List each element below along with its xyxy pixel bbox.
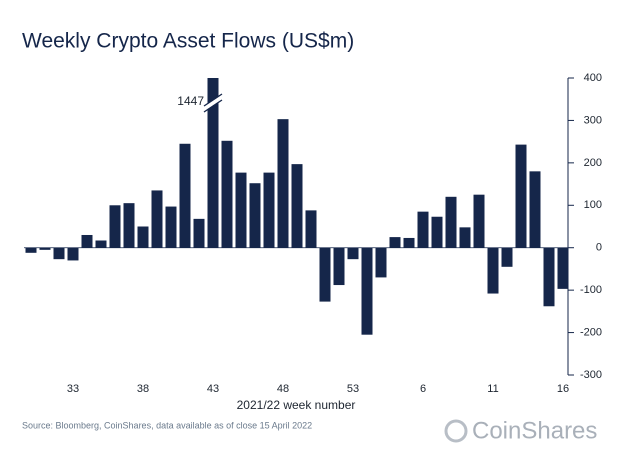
bar xyxy=(305,210,317,248)
bar xyxy=(361,247,373,335)
bar xyxy=(53,247,65,260)
bar xyxy=(151,190,163,248)
bar xyxy=(291,164,303,248)
bar xyxy=(431,216,443,248)
y-tick-label: 300 xyxy=(584,114,602,126)
bar xyxy=(403,237,415,248)
x-tick-label: 11 xyxy=(487,383,498,395)
x-tick-label: 6 xyxy=(420,383,426,395)
bar xyxy=(81,234,93,248)
bar xyxy=(501,247,513,267)
bar xyxy=(249,183,261,248)
bar xyxy=(137,226,149,248)
axis-break xyxy=(203,99,223,113)
bar xyxy=(193,218,205,248)
logo-icon xyxy=(444,419,468,443)
bar xyxy=(333,247,345,286)
bar xyxy=(235,172,247,248)
bar xyxy=(515,144,527,248)
bar xyxy=(389,237,401,248)
y-tick-label: -100 xyxy=(580,284,602,296)
bar xyxy=(39,247,51,250)
logo: CoinShares xyxy=(444,417,597,444)
logo-text: CoinShares xyxy=(472,417,597,444)
bar xyxy=(445,196,457,248)
axis-break xyxy=(202,95,224,111)
x-tick-label: 43 xyxy=(207,383,219,395)
chart-title: Weekly Crypto Asset Flows (US$m) xyxy=(22,30,354,53)
bar xyxy=(109,205,121,248)
bar xyxy=(529,171,541,248)
y-tick-label: 0 xyxy=(596,242,602,254)
y-tick-label: 400 xyxy=(584,72,602,84)
source-note: Source: Bloomberg, CoinShares, data avai… xyxy=(22,420,312,430)
bar xyxy=(319,247,331,302)
bar xyxy=(277,119,289,248)
bar xyxy=(557,247,569,289)
bar xyxy=(347,247,359,260)
x-tick-label: 48 xyxy=(277,383,289,395)
y-tick-label: -200 xyxy=(580,326,602,338)
bar xyxy=(67,247,79,261)
bar xyxy=(207,78,219,248)
bar xyxy=(221,140,233,248)
bar xyxy=(25,247,37,253)
value-label: 1447 xyxy=(177,94,204,108)
x-tick-label: 16 xyxy=(557,383,569,395)
y-tick-label: 100 xyxy=(584,199,602,211)
bar xyxy=(263,172,275,248)
bar xyxy=(459,227,471,248)
y-tick-label: 200 xyxy=(584,157,602,169)
axis-break xyxy=(203,93,223,107)
bar xyxy=(375,247,387,278)
x-tick-label: 53 xyxy=(347,383,359,395)
bar xyxy=(95,240,107,248)
x-tick-label: 38 xyxy=(137,383,149,395)
bar xyxy=(123,203,135,248)
bar xyxy=(487,247,499,294)
bar xyxy=(417,211,429,248)
y-tick-label: -300 xyxy=(580,369,602,381)
bar xyxy=(165,206,177,248)
x-tick-label: 33 xyxy=(67,383,79,395)
bar xyxy=(543,247,555,307)
bar xyxy=(473,194,485,248)
bar xyxy=(179,143,191,248)
x-axis-title: 2021/22 week number xyxy=(237,398,356,412)
